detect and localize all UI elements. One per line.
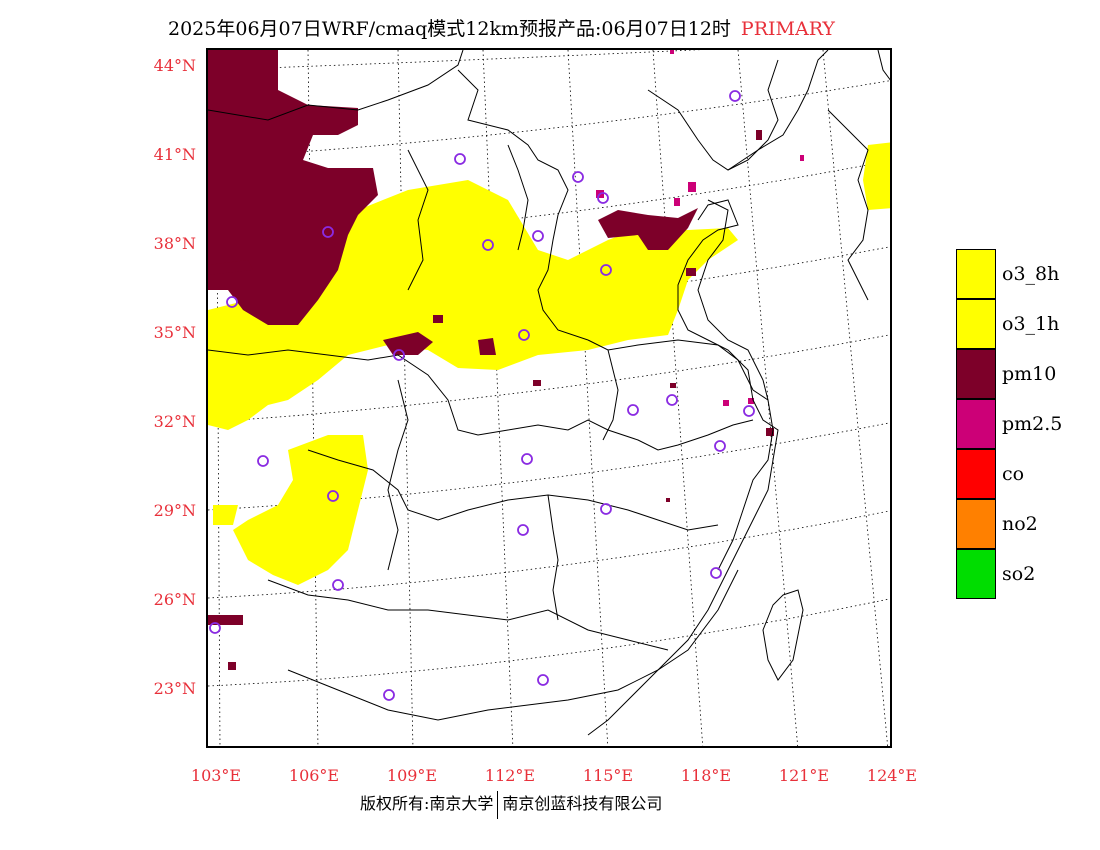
legend-swatch-o3-8h (956, 249, 996, 299)
legend-label-so2: so2 (1002, 563, 1036, 585)
chart-title: 2025年06月07日WRF/cmaq模式12km预报产品:06月07日12时 P… (168, 14, 835, 41)
map-canvas (208, 50, 890, 746)
lon-label-124: 124°E (866, 766, 918, 785)
lat-label-35: 35°N (153, 323, 196, 342)
copyright-left: 版权所有:南京大学 (360, 794, 494, 813)
legend-swatch-no2 (956, 499, 996, 549)
legend-label-pm25: pm2.5 (1002, 413, 1063, 435)
legend-swatch-so2 (956, 549, 996, 599)
legend-label-o3-8h: o3_8h (1002, 263, 1060, 285)
graticule (208, 50, 890, 746)
copyright-footer: 版权所有:南京大学 南京创蓝科技有限公司 (360, 790, 662, 819)
lon-label-115: 115°E (582, 766, 634, 785)
lat-label-29: 29°N (153, 501, 196, 520)
coastline (587, 50, 890, 736)
legend-swatch-pm25 (956, 399, 996, 449)
lon-label-103: 103°E (190, 766, 242, 785)
legend-swatch-co (956, 449, 996, 499)
lat-label-23: 23°N (153, 679, 196, 698)
pm10-areas (208, 50, 774, 670)
legend-label-co: co (1002, 463, 1025, 485)
lat-label-32: 32°N (153, 412, 196, 431)
lon-label-112: 112°E (484, 766, 536, 785)
lon-label-121: 121°E (778, 766, 830, 785)
legend-swatch-o3-1h (956, 299, 996, 349)
primary-tag: PRIMARY (740, 18, 835, 40)
lon-label-118: 118°E (680, 766, 732, 785)
copyright-right: 南京创蓝科技有限公司 (502, 794, 663, 813)
lat-label-44: 44°N (153, 56, 196, 75)
lon-label-106: 106°E (288, 766, 340, 785)
lon-label-109: 109°E (386, 766, 438, 785)
footer-divider (497, 790, 499, 819)
lat-label-41: 41°N (153, 145, 196, 164)
station-markers (209, 90, 755, 701)
legend-label-no2: no2 (1002, 513, 1038, 535)
legend-label-pm10: pm10 (1002, 363, 1057, 385)
pollution-map (206, 48, 892, 748)
legend-label-o3-1h: o3_1h (1002, 313, 1060, 335)
legend-swatch-pm10 (956, 349, 996, 399)
lat-label-26: 26°N (153, 590, 196, 609)
lat-label-38: 38°N (153, 234, 196, 253)
title-text: 2025年06月07日WRF/cmaq模式12km预报产品:06月07日12时 (168, 18, 731, 40)
